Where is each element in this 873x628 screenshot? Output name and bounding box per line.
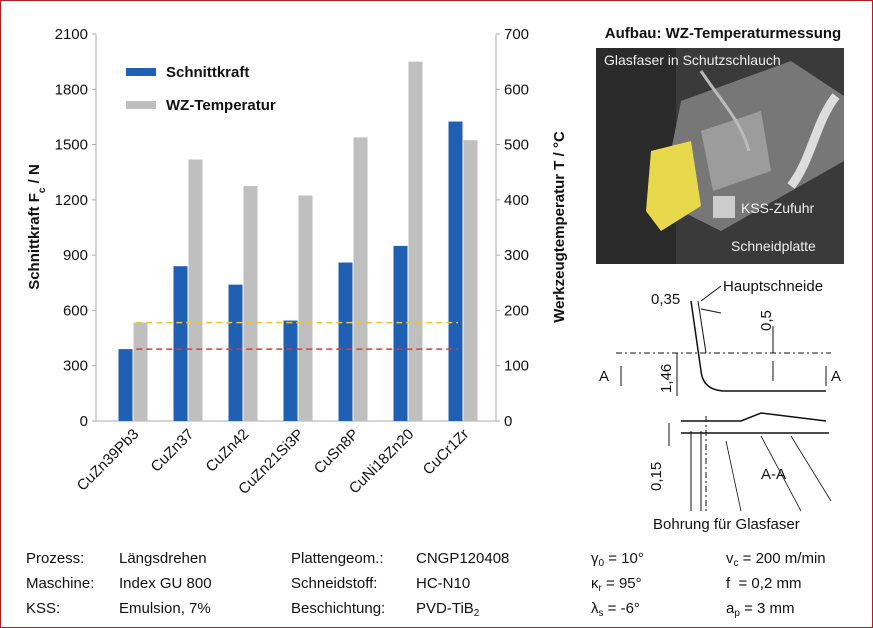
bar	[119, 349, 133, 421]
text-part: v	[726, 550, 734, 567]
text-part: = 10°	[604, 550, 644, 567]
bar	[229, 285, 243, 421]
y2-axis-label: Werkzeugtemperatur T / °C	[551, 131, 568, 323]
drawing-label: Hauptschneide	[723, 278, 823, 295]
text-part: = 3 mm	[740, 600, 795, 617]
y-axis-label: Schnittkraft Fc / N	[26, 164, 48, 290]
bar	[449, 122, 463, 421]
table-cell: Emulsion, 7%	[119, 600, 211, 617]
text-part: / N	[26, 164, 43, 187]
table-cell: PVD-TiB2	[416, 600, 479, 619]
table-cell: Längsdrehen	[119, 550, 207, 567]
legend-swatch	[126, 101, 156, 109]
table-cell: Maschine:	[26, 575, 94, 592]
table-cell: γ0 = 10°	[591, 550, 644, 569]
text-part: = 95°	[602, 575, 642, 592]
legend-swatch	[126, 68, 156, 76]
y-tick-label: 2100	[55, 26, 88, 43]
table-cell: HC-N10	[416, 575, 470, 592]
y-tick-label: 1200	[55, 192, 88, 209]
y-tick-label: 1800	[55, 81, 88, 98]
y2-tick-label: 200	[504, 302, 529, 319]
table-cell: Index GU 800	[119, 575, 212, 592]
drawing-label: 0,15	[648, 462, 665, 491]
drawing-label: 1,46	[658, 364, 675, 393]
x-tick-label: CuZn37	[148, 426, 198, 476]
y-tick-label: 900	[63, 247, 88, 264]
bar	[174, 266, 188, 421]
y2-tick-label: 400	[504, 192, 529, 209]
table-cell: Plattengeom.:	[291, 550, 384, 567]
legend-label: WZ-Temperatur	[166, 97, 276, 114]
drawing-label: Bohrung für Glasfaser	[653, 516, 800, 533]
x-tick-label: CuZn39Pb3	[74, 426, 143, 495]
photo-label: KSS-Zufuhr	[741, 200, 814, 216]
y2-tick-label: 100	[504, 358, 529, 375]
photo: Glasfaser in Schutzschlauch KSS-Zufuhr S…	[596, 48, 844, 264]
table-cell: κr = 95°	[591, 575, 642, 594]
y2-tick-label: 300	[504, 247, 529, 264]
text-part: Schnittkraft F	[26, 193, 43, 290]
drawing-label: A-A	[761, 466, 786, 483]
drawing-label: 0,5	[758, 310, 775, 331]
subscript: 2	[474, 608, 480, 619]
chart: Schnittkraft Fc / N Werkzeugtemperatur T…	[1, 1, 872, 541]
table-cell: Prozess:	[26, 550, 84, 567]
y2-tick-label: 500	[504, 137, 529, 154]
table-cell: vc = 200 m/min	[726, 550, 826, 569]
y-tick-label: 600	[63, 302, 88, 319]
y2-tick-label: 700	[504, 26, 529, 43]
text-part: = 200 m/min	[739, 550, 826, 567]
drawing-label: 0,35	[651, 291, 680, 308]
y2-tick-label: 600	[504, 81, 529, 98]
bar	[409, 62, 423, 421]
bar	[284, 321, 298, 421]
x-tick-label: CuSn8P	[311, 426, 363, 478]
bar	[134, 323, 148, 421]
y-tick-label: 300	[63, 358, 88, 375]
text-part: κ	[591, 575, 599, 592]
photo-label: Schneidplatte	[731, 238, 816, 254]
bar	[244, 186, 258, 421]
x-tick-label: CuCr1Zr	[420, 426, 473, 479]
y-tick-label: 1500	[55, 137, 88, 154]
drawing-label: A	[831, 368, 841, 385]
legend-label: Schnittkraft	[166, 64, 249, 81]
bar	[189, 159, 203, 421]
table-cell: CNGP120408	[416, 550, 509, 567]
page: Schnittkraft Fc / N Werkzeugtemperatur T…	[0, 0, 873, 628]
figure-title: Aufbau: WZ-Temperaturmessung	[605, 25, 841, 42]
bar	[299, 195, 313, 421]
drawing: Hauptschneide 0,35 0,5 A A 1,46 0,15 A-A…	[599, 278, 841, 533]
text-part: = -6°	[604, 600, 640, 617]
table-cell: λs = -6°	[591, 600, 640, 619]
drawing-label: A	[599, 368, 609, 385]
table-cell: f = 0,2 mm	[726, 575, 801, 592]
y2-tick-label: 0	[504, 413, 512, 430]
table-cell: Schneidstoff:	[291, 575, 377, 592]
bar	[394, 246, 408, 421]
x-tick-label: CuZn42	[203, 426, 253, 476]
table-cell: ap = 3 mm	[726, 600, 795, 619]
table-cell: KSS:	[26, 600, 60, 617]
y-tick-label: 0	[80, 413, 88, 430]
bar	[354, 137, 368, 421]
text-part: λ	[591, 600, 599, 617]
bar	[339, 263, 353, 421]
text-part: γ	[591, 550, 599, 567]
photo-label: Glasfaser in Schutzschlauch	[604, 52, 781, 68]
text-part: PVD-TiB	[416, 600, 474, 617]
bar	[464, 140, 478, 421]
table-cell: Beschichtung:	[291, 600, 385, 617]
